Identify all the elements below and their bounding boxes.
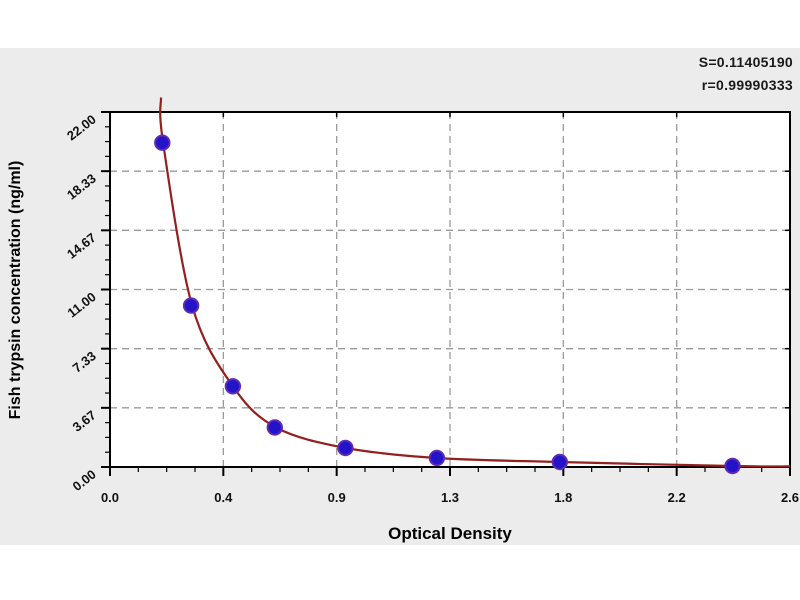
data-point xyxy=(551,453,568,471)
x-tick-label: 0.9 xyxy=(328,490,346,505)
stats-r-value: r=0.99990333 xyxy=(702,77,793,93)
data-points xyxy=(154,134,741,475)
axis-ticks xyxy=(101,111,791,476)
y-axis-title: Fish trypsin concentration (ng/ml) xyxy=(7,161,24,420)
stats-s-value: S=0.11405190 xyxy=(699,54,793,70)
x-tick-label: 0.4 xyxy=(214,490,233,505)
data-point xyxy=(182,297,200,314)
x-tick-label: 2.6 xyxy=(781,490,799,505)
x-tick-label: 2.2 xyxy=(668,490,686,505)
x-tick-label: 1.3 xyxy=(441,490,459,505)
x-tick-label: 1.8 xyxy=(554,490,572,505)
x-axis-title: Optical Density xyxy=(388,524,512,543)
fit-curve xyxy=(159,97,791,468)
data-point xyxy=(724,457,741,475)
data-point xyxy=(337,439,354,457)
data-point xyxy=(266,419,283,436)
grid xyxy=(110,112,790,467)
x-tick-label: 0.0 xyxy=(101,490,119,505)
fit-curve-path xyxy=(159,97,791,468)
data-point xyxy=(428,449,446,467)
data-point xyxy=(154,134,171,151)
data-point xyxy=(224,378,242,395)
